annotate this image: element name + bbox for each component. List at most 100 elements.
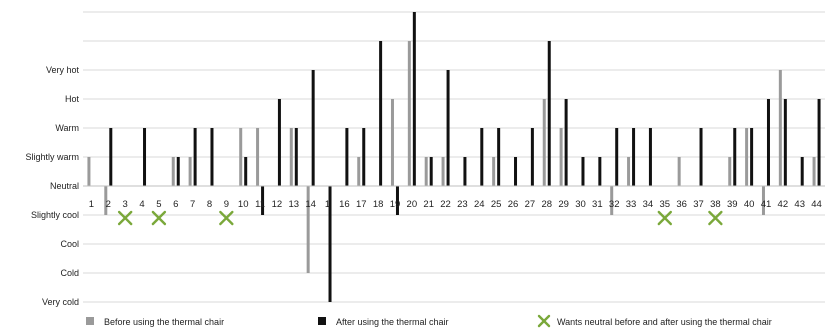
x-axis-labels: 1 2 3 4 5 6 7 8 9 10 11 12 13 14 1 16 17 18 19 20 21 22 23 24 25…: [89, 199, 822, 210]
bar-after: [277, 99, 281, 186]
bar-before: [677, 157, 681, 186]
x-tick-label: 34: [643, 199, 654, 210]
y-tick-label: Neutral: [50, 181, 79, 191]
x-tick-label: 33: [626, 199, 637, 210]
x-tick-label: 18: [373, 199, 384, 210]
bar-after: [733, 128, 737, 186]
x-tick-label: 16: [339, 199, 350, 210]
bar-after: [766, 99, 770, 186]
legend-label-after: After using the thermal chair: [336, 317, 449, 327]
bar-after: [261, 186, 265, 215]
bar-after: [632, 128, 636, 186]
bar-before: [87, 157, 91, 186]
bar-after: [497, 128, 501, 186]
x-tick-label: 36: [676, 199, 687, 210]
bar-before: [188, 157, 192, 186]
y-tick-label: Hot: [65, 94, 80, 104]
legend-label-before: Before using the thermal chair: [104, 317, 224, 327]
x-tick-label: 21: [423, 199, 434, 210]
x-tick-label: 2: [106, 199, 111, 210]
x-tick-label: 17: [356, 199, 367, 210]
x-tick-label: 22: [440, 199, 451, 210]
x-tick-label: 11: [255, 199, 265, 210]
legend: Before using the thermal chair After usi…: [86, 314, 772, 328]
x-tick-label: 39: [727, 199, 738, 210]
bar-after: [514, 157, 518, 186]
bar-after: [598, 157, 602, 186]
y-tick-label: Warm: [55, 123, 79, 133]
x-tick-label: 27: [525, 199, 536, 210]
bar-before: [559, 128, 563, 186]
bar-before: [171, 157, 175, 186]
y-tick-label: Very hot: [46, 65, 80, 75]
gridlines: [83, 11, 825, 303]
x-tick-label: 19: [390, 199, 401, 210]
legend-swatch-before: [86, 317, 94, 325]
bar-after: [480, 128, 484, 186]
x-tick-label: 9: [224, 199, 229, 210]
x-tick-label: 44: [811, 199, 822, 210]
x-tick-label: 6: [173, 199, 178, 210]
bar-after: [615, 128, 619, 186]
x-tick-label: 20: [407, 199, 418, 210]
legend-swatch-neutral-marker: [537, 314, 551, 328]
neutral-marker: [117, 210, 133, 226]
bar-before: [492, 157, 496, 186]
neutral-marker: [151, 210, 167, 226]
bar-after: [311, 70, 315, 186]
x-tick-label: 31: [592, 199, 603, 210]
neutral-marker: [219, 210, 234, 226]
x-tick-label: 14: [305, 199, 316, 210]
bar-after: [699, 128, 703, 186]
legend-label-neutral-marker: Wants neutral before and after using the…: [557, 317, 772, 327]
bar-after: [362, 128, 366, 186]
x-tick-label: 35: [660, 199, 671, 210]
y-tick-label: Very cold: [42, 297, 79, 307]
bar-before: [390, 99, 394, 186]
bar-after: [564, 99, 568, 186]
x-tick-label: 4: [139, 199, 144, 210]
bar-after: [817, 99, 821, 186]
bar-after: [328, 186, 332, 302]
bar-before: [745, 128, 749, 186]
x-tick-label: 8: [207, 199, 212, 210]
neutral-markers: [117, 210, 723, 226]
bar-before: [289, 128, 293, 186]
bar-after: [750, 128, 754, 186]
bar-before: [812, 157, 816, 186]
bars: [87, 12, 821, 302]
y-tick-label: Cold: [60, 268, 79, 278]
bar-before: [728, 157, 732, 186]
neutral-marker: [708, 210, 723, 226]
bar-after: [412, 12, 416, 186]
x-tick-label: 41: [761, 199, 772, 210]
bar-after: [395, 186, 399, 215]
bar-before: [104, 186, 108, 215]
x-tick-label: 38: [710, 199, 721, 210]
bar-after: [193, 128, 197, 186]
bar-after: [379, 41, 383, 186]
x-tick-label: 32: [609, 199, 620, 210]
bar-before: [610, 186, 614, 215]
bar-before: [407, 41, 411, 186]
bar-after: [176, 157, 180, 186]
bar-before: [778, 70, 782, 186]
y-axis-labels: Very cold Cold Cool Slightly cool Neutral Sli…: [25, 65, 79, 307]
x-tick-label: 23: [457, 199, 468, 210]
x-tick-label: 12: [272, 199, 283, 210]
bar-before: [761, 186, 765, 215]
x-tick-label: 28: [541, 199, 552, 210]
y-tick-label: Slightly cool: [31, 210, 79, 220]
x-tick-label: 25: [491, 199, 502, 210]
legend-swatch-after: [318, 317, 326, 325]
bar-before: [357, 157, 361, 186]
x-tick-label: 10: [238, 199, 249, 210]
bar-before: [256, 128, 260, 186]
x-tick-label: 7: [190, 199, 195, 210]
bar-before: [441, 157, 445, 186]
bar-after: [648, 128, 652, 186]
bar-before: [306, 186, 310, 273]
x-tick-label: 43: [794, 199, 805, 210]
x-tick-label: 3: [123, 199, 128, 210]
bar-after: [210, 128, 214, 186]
